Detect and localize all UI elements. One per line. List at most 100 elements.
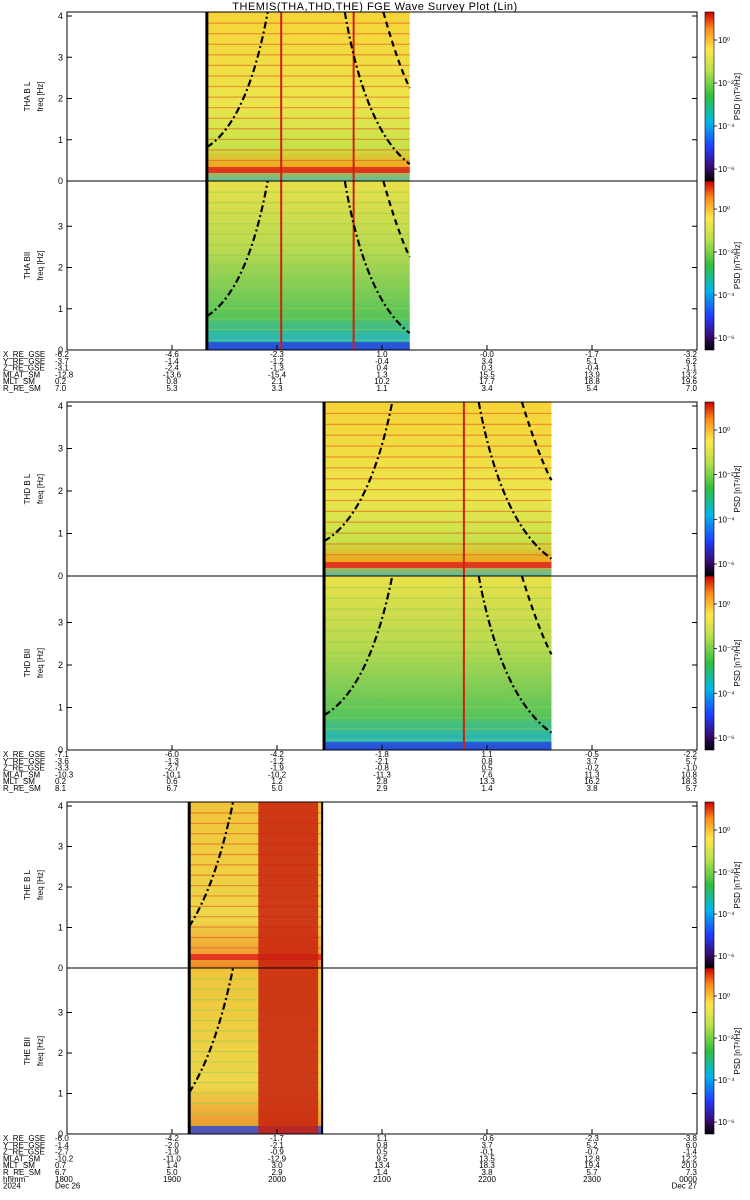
orbit-value: 3.7 (586, 757, 598, 766)
orbit-value: 0000 (679, 1175, 697, 1184)
orbit-value: 10.2 (374, 377, 390, 386)
orbit-value: 2.1 (271, 377, 283, 386)
y-tick-label: 2 (58, 263, 63, 273)
harmonic-stripe (189, 1030, 323, 1032)
orbit-value: -3.6 (55, 757, 69, 766)
colorbar (704, 401, 715, 577)
orbit-value: 13.5 (479, 1154, 495, 1163)
orbit-row-label: X_RE_GSE (3, 750, 45, 759)
harmonic-stripe (206, 212, 410, 214)
harmonic-stripe (324, 608, 552, 610)
colorbar-tick-label: 10⁻⁶ (718, 1118, 734, 1127)
harmonic-stripe (206, 75, 410, 77)
harmonic-stripe (206, 202, 410, 204)
y-tick-label: 3 (58, 842, 63, 852)
cyclotron-curve (206, 180, 269, 318)
orbit-value: -1.4 (165, 357, 179, 366)
low-freq-band (324, 742, 552, 750)
harmonic-stripe (206, 96, 410, 98)
harmonic-stripe (189, 1102, 323, 1105)
orbit-value: 2300 (583, 1175, 601, 1184)
orbit-value: 10.8 (681, 770, 697, 779)
orbit-value: 3.8 (586, 784, 598, 793)
orbit-row-label: 2024 (3, 1182, 21, 1191)
orbit-value: 2.9 (271, 1168, 283, 1177)
harmonic-stripe (324, 663, 552, 665)
colorbar-label: PSD [nT²/Hz] (733, 242, 742, 289)
colorbar-label: PSD [nT²/Hz] (733, 861, 742, 908)
colorbar-tick-label: 10⁻² (718, 471, 734, 480)
y-axis-label: THA BII (23, 252, 32, 280)
y-tick-label: 2 (58, 882, 63, 892)
low-freq-band (206, 342, 410, 350)
orbit-value: 13.9 (584, 370, 600, 379)
colorbar-tick-label: 10⁰ (718, 826, 730, 835)
orbit-value: 0.2 (55, 777, 67, 786)
colorbar-tick-label: 10⁻⁶ (718, 560, 734, 569)
orbit-value: 5.0 (271, 784, 283, 793)
panel-tha-b-l: 0 1 2 3 4 THA B L freq [Hz] 10⁰ 10⁻² 10⁻⁴ 10⁻⁶ PSD … (23, 11, 742, 186)
colorbar-tick-label: 10⁻² (718, 645, 734, 654)
orbit-value: 19.6 (681, 377, 697, 386)
y-tick-label: 0 (58, 176, 63, 186)
orbit-value: 7.3 (686, 1168, 698, 1177)
harmonic-stripe (189, 1061, 323, 1063)
orbit-value: 19.4 (584, 1161, 600, 1170)
harmonic-stripe (206, 191, 410, 193)
orbit-value: 3.8 (481, 1168, 493, 1177)
orbit-value: 3.4 (481, 357, 493, 366)
colorbar (704, 11, 715, 182)
harmonic-stripe (206, 276, 410, 278)
harmonic-stripe (324, 499, 552, 502)
orbit-value: -11.0 (163, 1154, 181, 1163)
orbit-value: -4.6 (165, 350, 179, 359)
y-axis-unit: freq [Hz] (36, 474, 45, 504)
low-freq-band (324, 562, 552, 568)
orbit-value: -6.2 (55, 350, 69, 359)
orbit-value: 2200 (478, 1175, 496, 1184)
y-tick-label: 1 (58, 304, 63, 314)
orbit-row-label: Y_RE_GSE (3, 757, 45, 766)
orbit-value: -1.9 (165, 1148, 179, 1157)
colorbar-label: PSD [nT²/Hz] (733, 639, 742, 686)
orbit-value: -0.9 (270, 1148, 284, 1157)
low-freq-band (189, 954, 323, 960)
orbit-value: 1900 (163, 1175, 181, 1184)
orbit-row-label: Y_RE_GSE (3, 1141, 45, 1150)
harmonic-stripe (206, 33, 410, 35)
orbit-value: 0.4 (376, 364, 388, 373)
harmonic-stripe (189, 874, 323, 876)
orbit-value: -4.2 (165, 1134, 179, 1143)
harmonic-stripe (189, 936, 323, 939)
harmonic-stripe (324, 543, 552, 545)
y-tick-label: 0 (58, 963, 63, 973)
orbit-value: 13.2 (681, 370, 697, 379)
panel-thd-b-l: 0 1 2 3 4 THD B L freq [Hz] 10⁰ 10⁻² 10⁻⁴ 10⁻⁶ PSD … (23, 401, 742, 581)
cyclotron-curve (382, 180, 411, 258)
orbit-value: 3.7 (481, 1141, 493, 1150)
colorbar-tick-label: 10⁻⁴ (718, 1076, 735, 1085)
cyclotron-curve (323, 401, 394, 543)
orbit-value: 11.3 (585, 770, 601, 779)
low-freq-band (206, 167, 410, 173)
cyclotron-curve (477, 575, 553, 734)
harmonic-stripe (324, 673, 552, 676)
colorbar-tick-label: 10⁻⁶ (718, 734, 734, 743)
cyclotron-curve (343, 180, 411, 334)
harmonic-stripe (189, 926, 323, 928)
harmonic-stripe (189, 1009, 323, 1011)
orbit-value: 1.1 (481, 750, 493, 759)
orbit-row-label: X_RE_GSE (3, 350, 45, 359)
orbit-table: X_RE_GSE -7.1 -6.0 -4.2 -1.8 1.1 -0.5 -2.2 Y_RE_… (3, 750, 698, 793)
y-tick-label: 1 (58, 1089, 63, 1099)
panel-the-b-ll: 0 1 2 3 THE BII freq [Hz] 10⁰ 10⁻² 10⁻⁴ 10⁻⁶ PSD [… (23, 967, 742, 1139)
harmonic-stripe (189, 988, 323, 990)
harmonic-stripe (206, 265, 410, 267)
orbit-value: 6.0 (686, 1141, 698, 1150)
orbit-table: X_RE_GSE -6.0 -4.2 -1.7 1.1 -0.6 -2.3 -3.8 Y_RE_… (3, 1134, 698, 1191)
harmonic-stripe (189, 905, 323, 907)
orbit-value: -10.3 (55, 770, 74, 779)
orbit-value: 1.0 (376, 350, 388, 359)
orbit-value: -1.1 (683, 364, 697, 373)
orbit-value: -1.2 (270, 357, 284, 366)
